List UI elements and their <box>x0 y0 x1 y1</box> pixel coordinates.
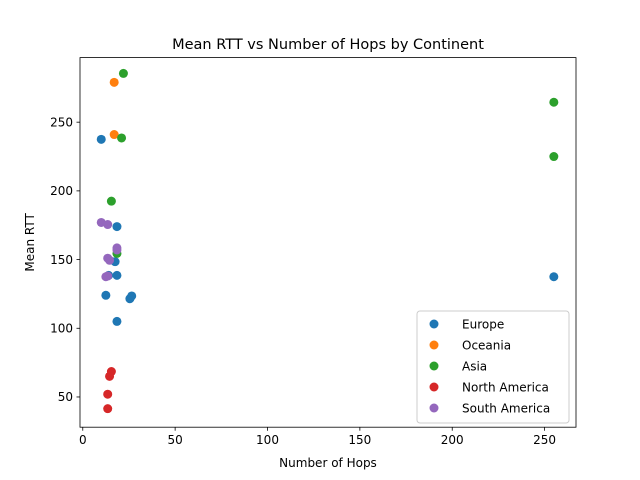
legend: Europe Oceania Asia North America South Amer… <box>416 310 570 424</box>
y-axis-ticks: 50 100 150 200 250 <box>50 115 80 404</box>
point-europe-5 <box>112 270 122 280</box>
point-north-america-3 <box>103 404 113 414</box>
point-europe-4 <box>112 222 122 232</box>
point-europe-6 <box>112 316 122 326</box>
data-points <box>96 68 559 414</box>
point-north-america-2 <box>103 389 113 399</box>
legend-label: North America <box>462 380 549 394</box>
legend-marker <box>429 361 439 371</box>
plot-area <box>79 57 577 428</box>
legend-label: South America <box>462 401 550 415</box>
point-oceania-1 <box>109 130 119 140</box>
x-axis-ticks: 0 50 100 150 200 250 <box>79 427 556 447</box>
legend-marker <box>429 403 439 413</box>
x-tick-label: 50 <box>167 433 182 447</box>
point-asia-0 <box>118 68 128 78</box>
chart-title: Mean RTT vs Number of Hops by Continent <box>172 37 484 53</box>
point-south-america-7 <box>112 245 122 255</box>
point-europe-0 <box>96 134 106 144</box>
point-south-america-5 <box>103 271 113 281</box>
x-axis-label: Number of Hops <box>279 456 377 470</box>
y-axis-label: Mean RTT <box>23 213 37 272</box>
legend-marker <box>429 382 439 392</box>
y-tick-label: 150 <box>50 253 73 267</box>
legend-marker <box>429 340 439 350</box>
legend-marker <box>429 319 439 329</box>
x-tick-label: 250 <box>533 433 556 447</box>
point-oceania-0 <box>109 77 119 87</box>
y-tick-label: 200 <box>50 184 73 198</box>
x-tick-label: 200 <box>441 433 464 447</box>
point-south-america-3 <box>105 255 115 265</box>
legend-box <box>416 310 570 424</box>
x-tick-label: 150 <box>348 433 371 447</box>
y-tick-label: 100 <box>50 321 73 335</box>
y-tick-label: 250 <box>50 115 73 129</box>
point-asia-2 <box>106 196 116 206</box>
x-tick-label: 100 <box>256 433 279 447</box>
point-asia-4 <box>549 97 559 107</box>
point-asia-5 <box>549 152 559 162</box>
legend-label: Oceania <box>462 338 511 352</box>
point-europe-8 <box>127 291 137 301</box>
point-asia-1 <box>117 133 127 143</box>
point-south-america-1 <box>103 220 113 230</box>
x-tick-label: 0 <box>79 433 87 447</box>
legend-label: Europe <box>462 317 504 331</box>
point-europe-1 <box>101 290 111 300</box>
point-north-america-1 <box>105 371 115 381</box>
legend-label: Asia <box>462 359 487 373</box>
y-tick-label: 50 <box>58 390 73 404</box>
point-europe-9 <box>549 272 559 282</box>
